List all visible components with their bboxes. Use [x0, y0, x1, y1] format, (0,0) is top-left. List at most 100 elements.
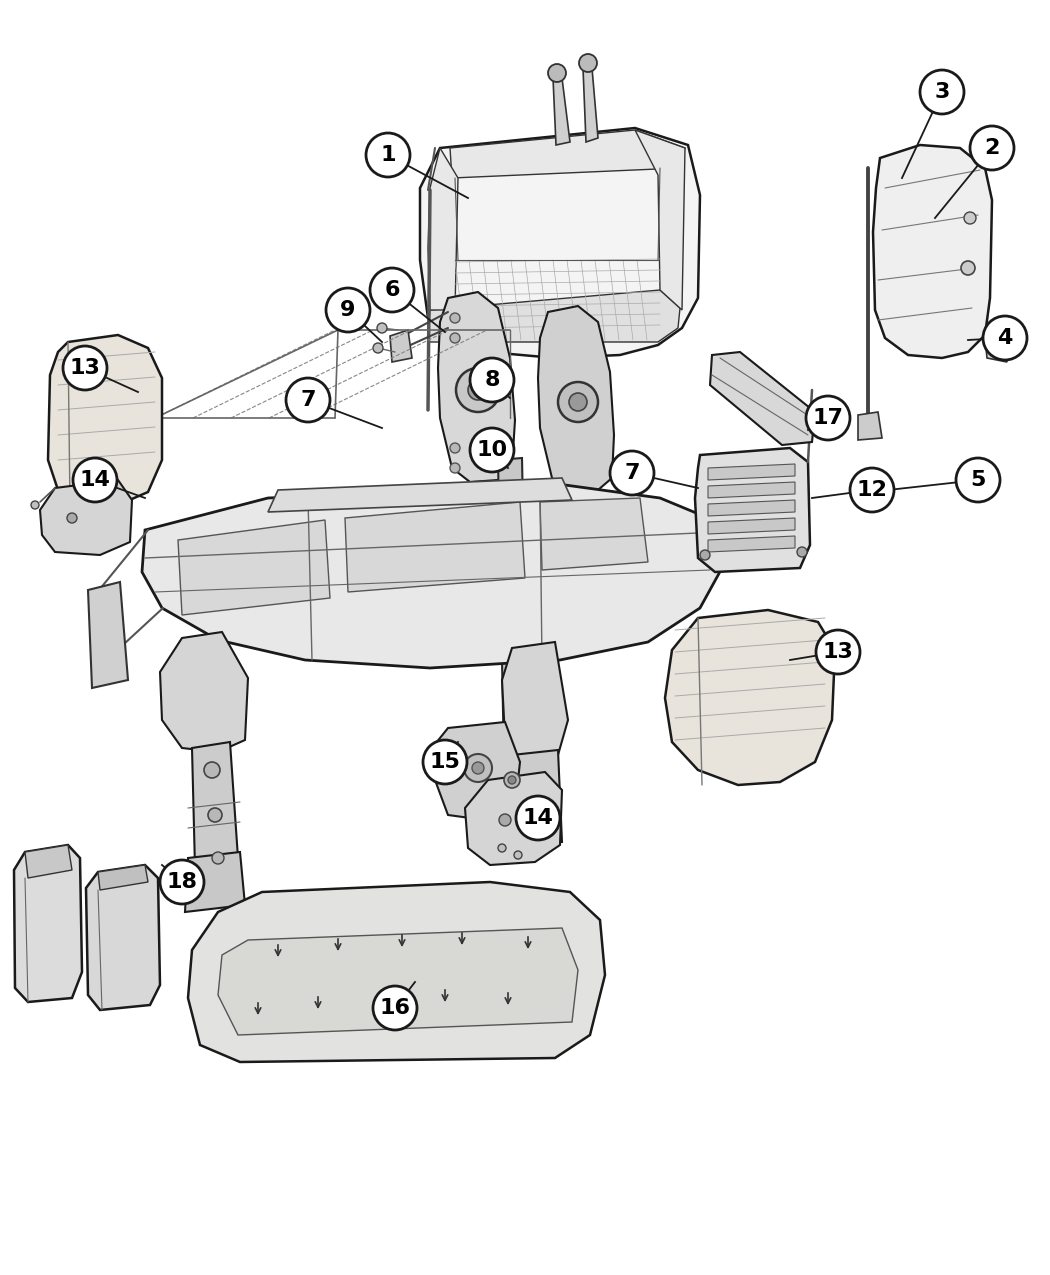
- Circle shape: [700, 550, 710, 560]
- Circle shape: [504, 771, 520, 788]
- Circle shape: [920, 70, 964, 113]
- Text: 10: 10: [477, 440, 507, 460]
- Circle shape: [373, 343, 383, 353]
- Circle shape: [212, 852, 224, 864]
- Circle shape: [32, 501, 39, 509]
- Polygon shape: [708, 482, 795, 499]
- Text: 14: 14: [523, 808, 553, 827]
- Polygon shape: [420, 128, 700, 358]
- Polygon shape: [98, 864, 148, 890]
- Circle shape: [498, 844, 506, 852]
- Polygon shape: [14, 845, 82, 1002]
- Circle shape: [450, 463, 460, 473]
- Polygon shape: [583, 68, 598, 142]
- Circle shape: [326, 288, 370, 332]
- Polygon shape: [185, 852, 245, 912]
- Polygon shape: [48, 335, 162, 505]
- Circle shape: [816, 630, 860, 674]
- Text: 14: 14: [80, 470, 110, 490]
- Text: 3: 3: [934, 82, 949, 102]
- Text: 18: 18: [167, 872, 197, 892]
- Circle shape: [520, 803, 530, 813]
- Circle shape: [514, 850, 522, 859]
- Circle shape: [472, 762, 484, 774]
- Circle shape: [961, 261, 975, 275]
- Polygon shape: [450, 130, 685, 178]
- Circle shape: [204, 762, 220, 778]
- Polygon shape: [432, 722, 520, 820]
- Polygon shape: [873, 145, 992, 358]
- Polygon shape: [268, 478, 572, 513]
- Circle shape: [983, 316, 1027, 360]
- Circle shape: [366, 133, 410, 177]
- Circle shape: [610, 451, 654, 495]
- Text: 17: 17: [813, 408, 843, 428]
- Circle shape: [67, 513, 77, 523]
- Circle shape: [970, 126, 1014, 170]
- Circle shape: [470, 428, 514, 472]
- Text: 13: 13: [69, 358, 101, 377]
- Polygon shape: [218, 928, 578, 1035]
- Circle shape: [160, 861, 204, 904]
- Text: 15: 15: [429, 752, 461, 771]
- Polygon shape: [25, 845, 72, 878]
- Text: 9: 9: [340, 300, 356, 320]
- Polygon shape: [192, 742, 238, 868]
- Polygon shape: [428, 289, 680, 342]
- Circle shape: [450, 442, 460, 453]
- Polygon shape: [160, 632, 248, 752]
- Text: 1: 1: [380, 145, 396, 164]
- Polygon shape: [695, 448, 810, 572]
- Circle shape: [377, 323, 387, 333]
- Polygon shape: [345, 502, 525, 592]
- Circle shape: [508, 776, 516, 784]
- Polygon shape: [40, 479, 132, 555]
- Circle shape: [373, 986, 417, 1030]
- Polygon shape: [540, 499, 648, 570]
- Circle shape: [548, 64, 566, 82]
- Circle shape: [579, 54, 597, 71]
- Polygon shape: [488, 752, 538, 808]
- Polygon shape: [553, 78, 570, 145]
- Text: 12: 12: [857, 479, 887, 500]
- Circle shape: [450, 333, 460, 343]
- Polygon shape: [498, 458, 528, 762]
- Polygon shape: [510, 750, 562, 848]
- Polygon shape: [178, 520, 330, 615]
- Polygon shape: [390, 330, 412, 362]
- Circle shape: [990, 346, 998, 354]
- Polygon shape: [188, 882, 605, 1062]
- Polygon shape: [708, 518, 795, 534]
- Polygon shape: [858, 412, 882, 440]
- Polygon shape: [428, 148, 458, 310]
- Polygon shape: [438, 292, 514, 482]
- Polygon shape: [665, 609, 835, 785]
- Polygon shape: [635, 130, 685, 310]
- Text: 13: 13: [822, 643, 854, 662]
- Circle shape: [450, 312, 460, 323]
- Circle shape: [423, 740, 467, 784]
- Circle shape: [516, 796, 560, 840]
- Circle shape: [63, 346, 107, 390]
- Circle shape: [370, 268, 414, 312]
- Circle shape: [806, 397, 850, 440]
- Polygon shape: [538, 306, 614, 492]
- Circle shape: [468, 380, 488, 400]
- Circle shape: [499, 813, 511, 826]
- Polygon shape: [502, 643, 568, 760]
- Text: 16: 16: [379, 998, 411, 1017]
- Circle shape: [850, 468, 894, 513]
- Polygon shape: [465, 771, 562, 864]
- Circle shape: [286, 377, 330, 422]
- Polygon shape: [86, 864, 160, 1010]
- Circle shape: [470, 358, 514, 402]
- Polygon shape: [985, 338, 1007, 362]
- Circle shape: [456, 368, 500, 412]
- Text: 4: 4: [998, 328, 1012, 348]
- Polygon shape: [708, 500, 795, 516]
- Circle shape: [964, 212, 977, 224]
- Text: 7: 7: [300, 390, 316, 411]
- Polygon shape: [708, 536, 795, 552]
- Text: 2: 2: [984, 138, 1000, 158]
- Text: 7: 7: [625, 463, 639, 483]
